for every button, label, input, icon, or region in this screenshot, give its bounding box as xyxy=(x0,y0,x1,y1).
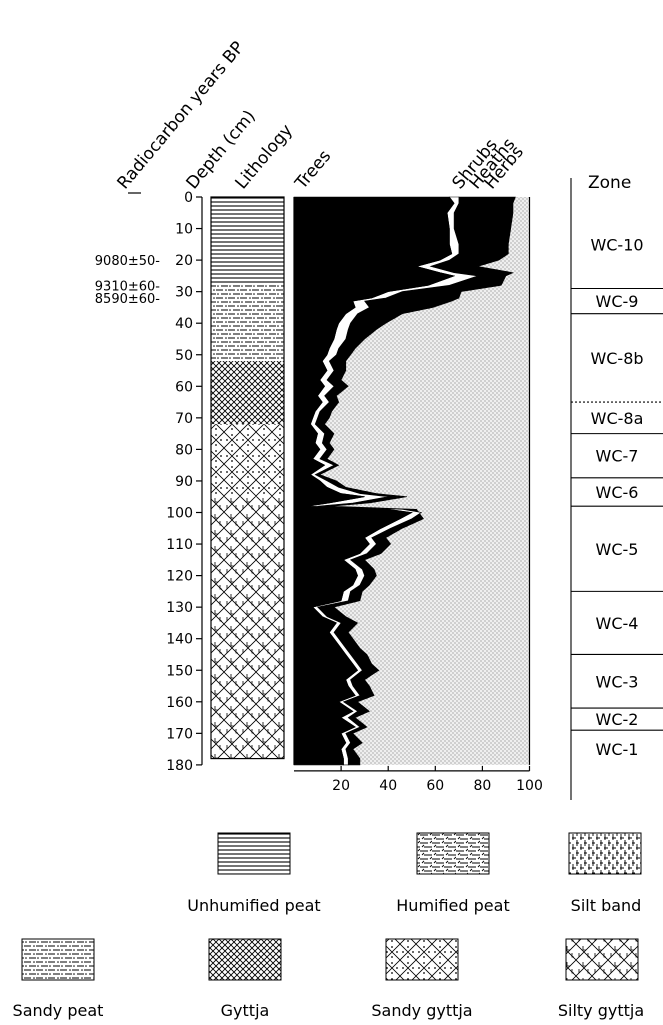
legend-label-sandy-gyttja: Sandy gyttja xyxy=(371,1001,472,1020)
depth-tick-label: 10 xyxy=(175,222,193,238)
depth-tick-label: 150 xyxy=(166,663,193,679)
depth-tick-label: 90 xyxy=(175,474,193,490)
percent-tick-label: 100 xyxy=(516,778,543,794)
zones: WC-10 WC-9 WC-8b WC-8a WC-7 WC-6 WC-5 WC-4 WC-3 W… xyxy=(571,235,663,759)
header-zone: Zone xyxy=(588,173,631,193)
pollen-plot xyxy=(293,196,531,766)
legend-label-humified-peat: Humified peat xyxy=(396,896,509,915)
zone-label: WC-8b xyxy=(590,349,643,368)
zone-label: WC-2 xyxy=(596,710,639,729)
legend-label-silty-gyttja: Silty gyttja xyxy=(558,1001,644,1020)
percent-tick-label: 80 xyxy=(473,778,491,794)
depth-axis: 0 10 20 30 40 50 60 70 80 90 100 110 120 130 140 150 160… xyxy=(166,190,203,774)
legend-label-sandy-peat: Sandy peat xyxy=(13,1001,104,1020)
zone-label: WC-5 xyxy=(596,540,639,559)
depth-tick-label: 0 xyxy=(184,190,193,206)
percent-tick-label: 40 xyxy=(379,778,397,794)
lithology-column xyxy=(210,196,285,760)
depth-tick-label: 170 xyxy=(166,726,193,742)
depth-tick-label: 160 xyxy=(166,695,193,711)
percent-tick-label: 20 xyxy=(332,778,350,794)
zone-label: WC-6 xyxy=(596,483,639,502)
legend-swatch-sandy-peat xyxy=(21,938,95,981)
zone-label: WC-9 xyxy=(596,292,639,311)
zone-label: WC-10 xyxy=(590,235,643,254)
header-radiocarbon: Radiocarbon years BP xyxy=(114,38,249,193)
legend-swatch-humified-peat xyxy=(416,832,490,875)
depth-tick-label: 180 xyxy=(166,758,193,774)
zone-label: WC-7 xyxy=(596,447,639,466)
lithology-frame xyxy=(210,196,285,760)
lithology-unit-silty-gyttja xyxy=(211,496,284,759)
zone-label: WC-8a xyxy=(591,409,644,428)
depth-tick-label: 40 xyxy=(175,316,193,332)
lithology-unit-sandy-peat xyxy=(211,285,284,362)
legend-swatch-silt-band xyxy=(568,832,642,875)
depth-tick-label: 60 xyxy=(175,379,193,395)
percent-axis: 20 40 60 80 100 xyxy=(294,765,543,794)
depth-tick-label: 140 xyxy=(166,632,193,648)
radiocarbon-date: 8590±60- xyxy=(95,292,161,307)
depth-tick-label: 50 xyxy=(175,348,193,364)
series-herbs-band xyxy=(319,197,530,765)
header-trees: Trees xyxy=(291,146,336,194)
depth-tick-label: 130 xyxy=(166,600,193,616)
legend-swatch-silty-gyttja xyxy=(565,938,639,981)
lithology-unit-gyttja xyxy=(211,361,284,425)
zone-label: WC-1 xyxy=(596,740,639,759)
legend: Unhumified peat Humified peat Silt band … xyxy=(13,832,644,1020)
lithology-unit-sandy-gyttja xyxy=(211,424,284,497)
depth-tick-label: 20 xyxy=(175,253,193,269)
radiocarbon-date: 9080±50- xyxy=(95,254,161,269)
depth-tick-label: 80 xyxy=(175,442,193,458)
legend-swatch-unhumified-peat xyxy=(217,832,291,875)
legend-swatch-sandy-gyttja xyxy=(385,938,459,981)
legend-label-silt-band: Silt band xyxy=(571,896,642,915)
depth-tick-label: 70 xyxy=(175,411,193,427)
depth-tick-label: 120 xyxy=(166,569,193,585)
legend-label-unhumified-peat: Unhumified peat xyxy=(187,896,320,915)
legend-label-gyttja: Gyttja xyxy=(221,1001,270,1020)
percent-tick-label: 60 xyxy=(426,778,444,794)
radiocarbon-date: 9310±60- xyxy=(95,279,161,294)
lithology-unit-unhumified-peat xyxy=(211,197,284,286)
zone-label: WC-4 xyxy=(596,614,639,633)
legend-swatch-gyttja xyxy=(208,938,282,981)
depth-tick-label: 110 xyxy=(166,537,193,553)
depth-tick-label: 30 xyxy=(175,285,193,301)
radiocarbon-dates: 9080±50- 9310±60-8590±60- xyxy=(95,254,161,307)
depth-tick-label: 100 xyxy=(166,506,193,522)
zone-label: WC-3 xyxy=(596,672,639,691)
